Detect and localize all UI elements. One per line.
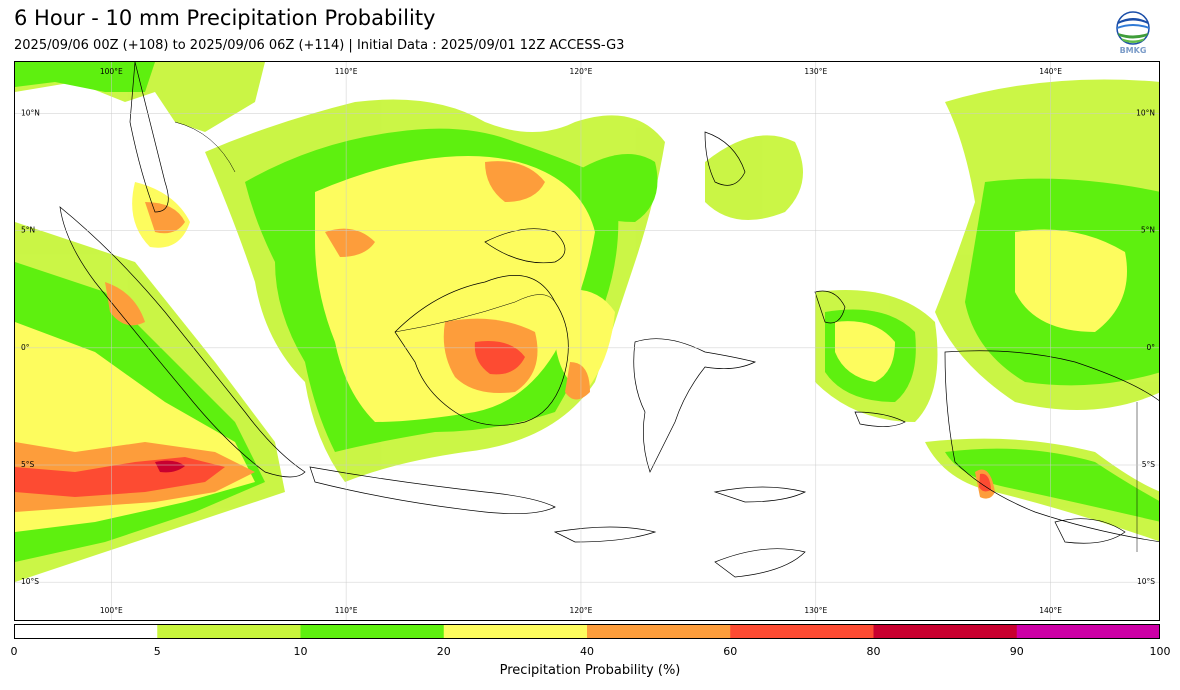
- colorbar-tick-label: 60: [723, 645, 738, 658]
- precipitation-map: 100°E 100°E 110°E 110°E 120°E 120°E 130°E 130°E…: [14, 61, 1160, 621]
- legend-tick-labels: 0 5 10 20 40 60 80 90 100: [0, 645, 1180, 659]
- colorbar-segment: [157, 624, 301, 639]
- longitude-label: 130°E: [804, 67, 827, 76]
- colorbar-tick-label: 10: [293, 645, 308, 658]
- latitude-label: 0°: [1146, 343, 1155, 352]
- latitude-label: 10°N: [1136, 109, 1155, 118]
- colorbar-segment: [1016, 624, 1160, 639]
- colorbar-segment: [443, 624, 588, 639]
- latitude-labels: 10°N 10°N 5°N 5°N 0° 0° 5°S 5°S 10°S 10°S: [21, 109, 1155, 587]
- latitude-label: 5°S: [1142, 460, 1156, 469]
- longitude-label: 130°E: [804, 606, 827, 615]
- logo-text: BMKG: [1119, 46, 1147, 55]
- latitude-label: 10°S: [1137, 577, 1155, 586]
- map-canvas: 100°E 100°E 110°E 110°E 120°E 120°E 130°E 130°E…: [15, 62, 1159, 620]
- graticule: [15, 62, 1159, 620]
- longitude-label: 100°E: [100, 606, 123, 615]
- precipitation-field-80-90: [155, 460, 185, 473]
- longitude-label: 110°E: [335, 67, 358, 76]
- colorbar-tick-label: 80: [866, 645, 881, 658]
- legend-title: Precipitation Probability (%): [499, 663, 681, 678]
- colorbar-segment: [873, 624, 1018, 639]
- latitude-label: 0°: [21, 343, 30, 352]
- map-title: 6 Hour - 10 mm Precipitation Probability: [14, 6, 436, 30]
- coastlines: [59, 62, 1159, 578]
- longitude-labels: 100°E 100°E 110°E 110°E 120°E 120°E 130°E 130°E…: [100, 67, 1062, 615]
- longitude-label: 140°E: [1039, 67, 1062, 76]
- colorbar-tick-label: 100: [1149, 645, 1171, 658]
- bmkg-logo: BMKG: [1113, 10, 1153, 56]
- borders: [174, 121, 1138, 552]
- latitude-label: 5°N: [21, 226, 35, 235]
- colorbar-segment: [300, 624, 445, 639]
- longitude-label: 100°E: [100, 67, 123, 76]
- colorbar-segment: [587, 624, 731, 639]
- colorbar-tick-label: 90: [1009, 645, 1024, 658]
- longitude-label: 140°E: [1039, 606, 1062, 615]
- colorbar-tick-label: 20: [436, 645, 451, 658]
- latitude-label: 5°S: [21, 460, 35, 469]
- latitude-label: 10°S: [21, 577, 39, 586]
- longitude-label: 120°E: [570, 606, 593, 615]
- colorbar-segment: [14, 624, 158, 639]
- map-subtitle: 2025/09/06 00Z (+108) to 2025/09/06 06Z …: [14, 38, 625, 53]
- latitude-label: 5°N: [1141, 226, 1155, 235]
- colorbar-tick-label: 40: [580, 645, 594, 658]
- colorbar-segment: [730, 624, 874, 639]
- colorbar-tick-label: 5: [153, 645, 161, 658]
- globe-icon: [1116, 11, 1150, 45]
- latitude-label: 10°N: [21, 109, 40, 118]
- colorbar-border: [14, 624, 1160, 639]
- legend-colorbar: [14, 624, 1160, 639]
- colorbar-tick-label: 0: [10, 645, 18, 658]
- longitude-label: 110°E: [335, 606, 358, 615]
- longitude-label: 120°E: [570, 67, 593, 76]
